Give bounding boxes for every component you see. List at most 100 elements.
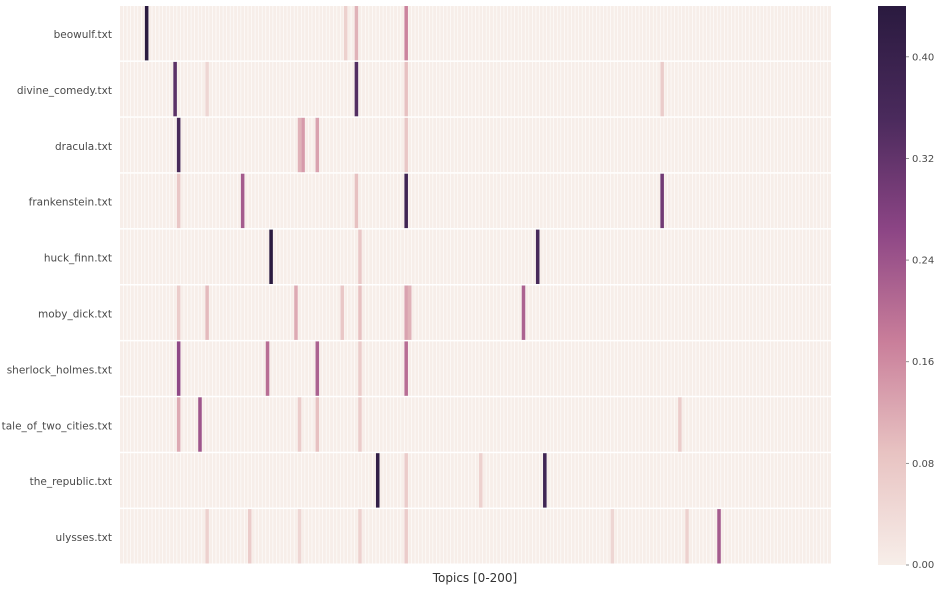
heatmap-column-separator <box>428 229 430 284</box>
heatmap-column-separator <box>453 397 455 452</box>
heatmap-column-separator <box>819 173 821 229</box>
heatmap-column-separator <box>507 117 508 173</box>
heatmap-column-separator <box>819 61 821 117</box>
heatmap-column-separator <box>695 509 697 564</box>
heatmap-column-separator <box>364 453 366 508</box>
heatmap-cell <box>294 285 298 340</box>
heatmap-cell <box>173 61 177 117</box>
colorbar-tick-label: 0.00 <box>912 560 934 571</box>
heatmap-column-separator <box>133 509 135 564</box>
heatmap-column-separator <box>247 453 249 508</box>
heatmap-column-separator <box>596 509 597 564</box>
heatmap-column-separator <box>777 173 779 229</box>
heatmap-column-separator <box>229 453 231 508</box>
heatmap-column-separator <box>727 397 729 452</box>
heatmap-column-separator <box>130 229 132 284</box>
heatmap-column-separator <box>297 341 299 396</box>
heatmap-column-separator <box>432 61 434 117</box>
heatmap-column-separator <box>752 229 754 284</box>
heatmap-column-separator <box>745 173 747 229</box>
heatmap-column-separator <box>368 397 370 452</box>
heatmap-column-separator <box>677 173 679 229</box>
heatmap-column-separator <box>524 229 526 284</box>
heatmap-column-separator <box>780 61 782 117</box>
heatmap-column-separator <box>606 509 608 564</box>
heatmap-column-separator <box>613 61 615 117</box>
heatmap-column-separator <box>322 453 323 508</box>
row-label: ulysses.txt <box>56 532 112 544</box>
heatmap-column-separator <box>261 229 263 284</box>
heatmap-column-separator <box>375 285 377 340</box>
heatmap-column-separator <box>606 341 608 396</box>
heatmap-column-separator <box>766 117 768 173</box>
heatmap-column-separator <box>763 397 764 452</box>
heatmap-column-separator <box>393 509 395 564</box>
heatmap-column-separator <box>549 6 551 61</box>
heatmap-column-separator <box>677 61 679 117</box>
heatmap-column-separator <box>727 341 729 396</box>
heatmap-column-separator <box>670 6 672 61</box>
heatmap-column-separator <box>667 61 668 117</box>
heatmap-column-separator <box>727 509 729 564</box>
heatmap-cell <box>297 397 302 452</box>
heatmap-column-separator <box>674 509 675 564</box>
heatmap-column-separator <box>798 397 800 452</box>
heatmap-column-separator <box>236 173 238 229</box>
heatmap-column-separator <box>500 6 501 61</box>
heatmap-column-separator <box>517 61 519 117</box>
heatmap-column-separator <box>720 6 722 61</box>
heatmap-column-separator <box>670 117 672 173</box>
heatmap-column-separator <box>212 397 213 452</box>
heatmap-column-separator <box>535 173 537 229</box>
heatmap-column-separator <box>574 341 576 396</box>
heatmap-column-separator <box>446 61 448 117</box>
heatmap-column-separator <box>805 61 807 117</box>
heatmap-column-separator <box>642 285 643 340</box>
heatmap-column-separator <box>219 453 220 508</box>
heatmap-column-separator <box>692 341 693 396</box>
heatmap-column-separator <box>635 117 636 173</box>
heatmap-column-separator <box>329 341 331 396</box>
heatmap-column-separator <box>670 61 672 117</box>
heatmap-column-separator <box>656 397 658 452</box>
heatmap-column-separator <box>293 397 295 452</box>
heatmap-column-separator <box>795 173 796 229</box>
heatmap-column-separator <box>603 285 604 340</box>
heatmap-column-separator <box>795 6 796 61</box>
heatmap-column-separator <box>286 229 288 284</box>
heatmap-column-separator <box>140 341 142 396</box>
heatmap-column-separator <box>254 341 256 396</box>
heatmap-column-separator <box>137 173 139 229</box>
heatmap-column-separator <box>450 61 451 117</box>
heatmap-column-separator <box>667 341 668 396</box>
heatmap-column-separator <box>425 173 427 229</box>
heatmap-column-separator <box>560 173 562 229</box>
heatmap-column-separator <box>215 117 217 173</box>
heatmap-column-separator <box>194 341 196 396</box>
heatmap-column-separator <box>482 285 483 340</box>
heatmap-column-separator <box>144 285 146 340</box>
heatmap-column-separator <box>532 341 533 396</box>
heatmap-column-separator <box>254 397 256 452</box>
heatmap-cell <box>404 453 408 508</box>
heatmap-column-separator <box>560 6 562 61</box>
heatmap-column-separator <box>379 173 380 229</box>
heatmap-column-separator <box>496 341 498 396</box>
heatmap-column-separator <box>322 341 323 396</box>
heatmap-column-separator <box>261 285 263 340</box>
heatmap-column-separator <box>780 285 782 340</box>
heatmap-column-separator <box>229 509 231 564</box>
heatmap-column-separator <box>521 229 523 284</box>
heatmap-column-separator <box>414 285 416 340</box>
heatmap-column-separator <box>311 341 313 396</box>
heatmap-column-separator <box>471 397 473 452</box>
heatmap-column-separator <box>144 509 146 564</box>
heatmap-column-separator <box>165 6 167 61</box>
heatmap-column-separator <box>763 61 764 117</box>
heatmap-column-separator <box>226 117 227 173</box>
heatmap-column-separator <box>446 509 448 564</box>
heatmap-column-separator <box>457 453 459 508</box>
heatmap-column-separator <box>777 341 779 396</box>
heatmap-column-separator <box>389 285 391 340</box>
heatmap-column-separator <box>332 173 334 229</box>
